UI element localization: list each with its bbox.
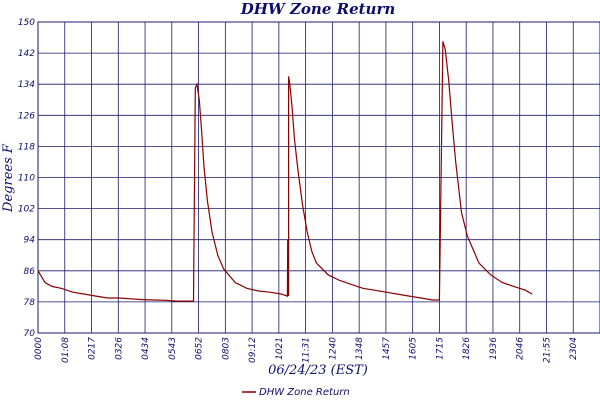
- x-tick-label: 0543: [168, 337, 178, 360]
- x-tick-label: 2304: [569, 337, 579, 360]
- x-axis-title: 06/24/23 (EST): [268, 363, 368, 378]
- y-tick-label: 78: [24, 298, 36, 308]
- y-tick-label: 102: [18, 205, 35, 215]
- x-tick-label: 1348: [355, 337, 365, 360]
- y-tick-label: 70: [24, 329, 36, 339]
- x-tick-label: 09:12: [248, 337, 258, 363]
- series-line-dhw-zone-return: [37, 41, 533, 302]
- x-tick-label: 1605: [409, 337, 419, 360]
- x-tick-label: 0000: [34, 337, 44, 360]
- plot-border: [37, 21, 600, 334]
- y-tick-label: 94: [24, 236, 36, 246]
- x-tick-label: 0803: [221, 337, 231, 360]
- y-tick-label: 150: [18, 18, 35, 28]
- x-tick-label: 1457: [382, 337, 392, 360]
- y-tick-label: 110: [18, 174, 35, 184]
- y-tick-label: 86: [24, 267, 36, 277]
- x-tick-label: 0217: [88, 337, 98, 360]
- x-axis-ticks: 0000 01:08 0217 0326 0434 0543 0652 0803 09:12 10…: [34, 337, 579, 363]
- x-tick-label: 1021: [275, 337, 285, 360]
- y-tick-label: 142: [18, 49, 35, 59]
- x-tick-label: 11:31: [302, 337, 312, 363]
- y-tick-label: 126: [18, 111, 35, 121]
- y-tick-label: 118: [18, 142, 35, 152]
- x-tick-label: 01:08: [61, 337, 71, 363]
- x-tick-label: 1715: [435, 337, 445, 360]
- x-tick-label: 0326: [114, 337, 124, 360]
- x-tick-label: 0652: [195, 337, 205, 360]
- y-axis-ticks: 70 78 86 94 102 110 118 126 134 142 150: [18, 18, 35, 339]
- legend: DHW Zone Return: [242, 387, 350, 398]
- x-tick-label: 2046: [516, 337, 526, 360]
- y-axis-title: Degrees F: [1, 143, 16, 213]
- x-tick-label: 1936: [489, 337, 499, 360]
- x-tick-label: 21:55: [542, 337, 552, 363]
- x-tick-label: 0434: [141, 337, 151, 360]
- y-tick-label: 134: [18, 80, 35, 90]
- chart-title: DHW Zone Return: [240, 0, 396, 18]
- legend-label: DHW Zone Return: [259, 387, 350, 398]
- x-tick-label: 1240: [328, 337, 338, 360]
- x-tick-label: 1826: [462, 337, 472, 360]
